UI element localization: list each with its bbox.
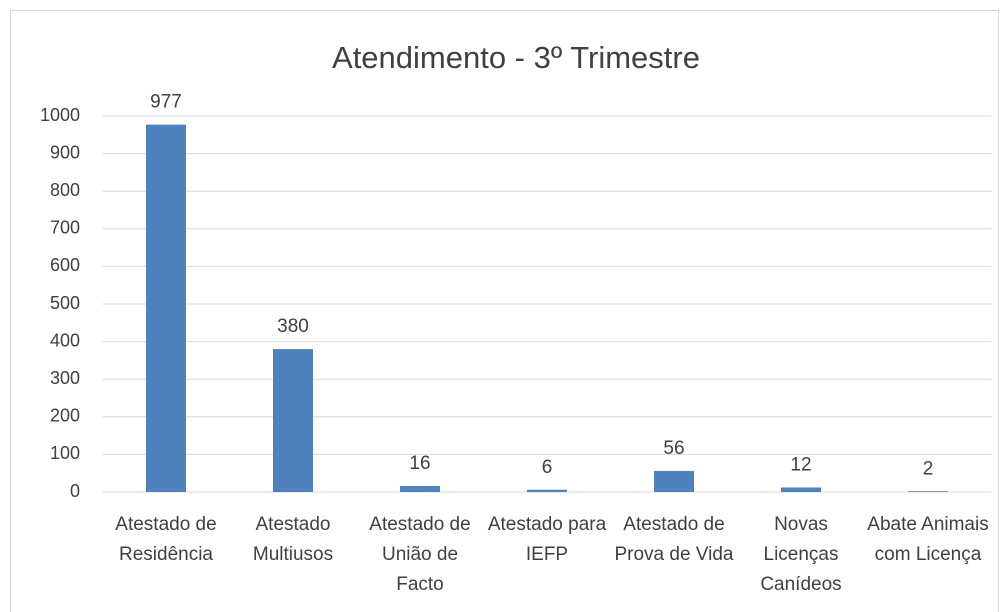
y-tick-label: 300	[50, 368, 80, 388]
y-tick-label: 200	[50, 406, 80, 426]
y-tick-label: 400	[50, 330, 80, 350]
bar	[654, 470, 694, 492]
y-tick-label: 700	[50, 218, 80, 238]
x-tick-label: Novas Licenças Canídeos	[760, 514, 842, 595]
x-tick-label: Abate Animais com Licença	[867, 514, 989, 565]
x-tick-label: Atestado para IEFP	[487, 514, 607, 565]
y-tick-label: 900	[50, 142, 80, 162]
chart-title: Atendimento - 3º Trimestre	[332, 40, 700, 75]
x-tick-label: Atestado de União de Facto	[369, 514, 471, 595]
y-tick-label: 500	[50, 293, 80, 313]
data-label: 380	[277, 316, 309, 337]
data-label: 6	[542, 457, 553, 478]
bar	[527, 489, 567, 492]
x-tick-label: Atestado de Residência	[115, 514, 217, 565]
x-tick-label: Atestado Multiusos	[252, 514, 334, 565]
data-label: 2	[923, 458, 934, 479]
bar	[781, 487, 821, 492]
x-tick-label: Atestado de Prova de Vida	[614, 514, 734, 565]
y-tick-label: 0	[70, 481, 80, 501]
bar	[908, 491, 948, 492]
data-label: 977	[150, 92, 182, 113]
bar	[146, 124, 186, 492]
y-tick-label: 600	[50, 255, 80, 275]
y-tick-label: 800	[50, 180, 80, 200]
bar	[273, 349, 313, 492]
data-label: 12	[790, 455, 811, 476]
y-tick-label: 1000	[40, 105, 80, 125]
bar	[400, 485, 440, 492]
y-tick-label: 100	[50, 443, 80, 463]
data-label: 16	[409, 453, 430, 474]
data-label: 56	[663, 438, 684, 459]
